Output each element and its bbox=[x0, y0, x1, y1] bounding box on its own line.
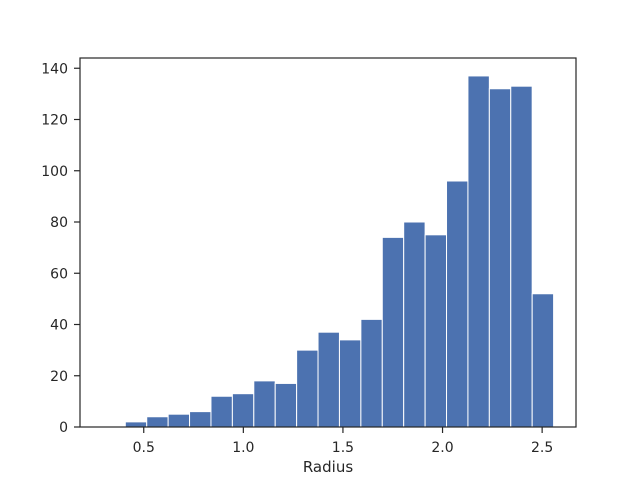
x-tick-label: 2.0 bbox=[431, 440, 453, 456]
histogram-bar bbox=[231, 393, 255, 428]
histogram-bar bbox=[531, 293, 555, 428]
y-tick-label: 60 bbox=[50, 266, 68, 282]
histogram-bar bbox=[488, 88, 512, 428]
histogram-bar bbox=[124, 421, 148, 428]
histogram-bar bbox=[467, 75, 490, 428]
x-axis-label: Radius bbox=[303, 458, 353, 476]
y-tick-label: 100 bbox=[41, 164, 68, 180]
y-tick-label: 40 bbox=[50, 318, 68, 334]
plot-frame bbox=[79, 57, 577, 428]
histogram-bar bbox=[317, 331, 340, 428]
x-tick-label: 1.0 bbox=[232, 440, 254, 456]
histogram-bar bbox=[210, 395, 233, 428]
y-tick-label: 80 bbox=[50, 215, 68, 231]
x-axis: 0.5 1.0 1.5 2.0 2.5 bbox=[133, 427, 553, 456]
histogram-bar bbox=[146, 416, 169, 428]
histogram-bar bbox=[253, 380, 276, 428]
y-tick-label: 0 bbox=[59, 420, 68, 436]
histogram-bar bbox=[360, 318, 383, 428]
histogram-bar bbox=[403, 221, 426, 428]
histogram-bar bbox=[446, 180, 469, 428]
y-tick-label: 120 bbox=[41, 113, 68, 129]
histogram-bar bbox=[381, 236, 405, 428]
x-tick-label: 1.5 bbox=[332, 440, 354, 456]
y-tick-label: 20 bbox=[50, 369, 68, 385]
x-tick-label: 0.5 bbox=[133, 440, 155, 456]
histogram-bar bbox=[274, 382, 298, 428]
histogram-bar bbox=[510, 85, 533, 428]
bars-group bbox=[124, 75, 555, 428]
histogram-bar bbox=[167, 413, 191, 428]
histogram-bar bbox=[296, 349, 319, 428]
x-tick-label: 2.5 bbox=[531, 440, 553, 456]
y-tick-label: 140 bbox=[41, 61, 68, 77]
histogram-bar bbox=[338, 339, 362, 428]
histogram-bar bbox=[424, 234, 448, 428]
histogram-bar bbox=[189, 411, 212, 428]
y-axis: 0 20 40 60 80 100 120 140 bbox=[41, 61, 80, 436]
